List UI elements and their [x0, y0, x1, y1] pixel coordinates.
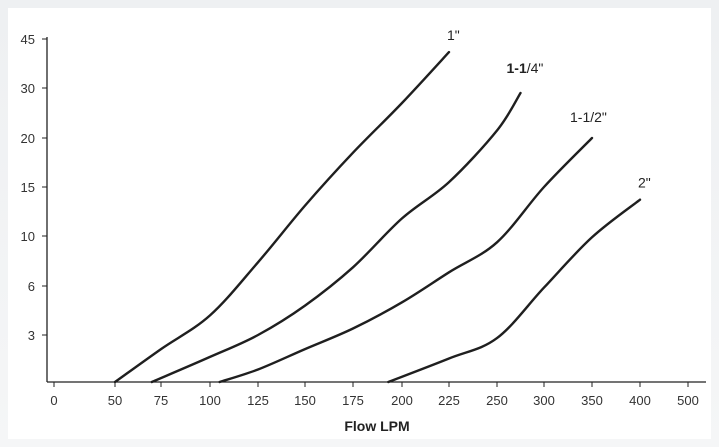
x-tick-label: 350: [581, 393, 603, 408]
series-line: [150, 91, 522, 384]
x-tick-label: 225: [438, 393, 460, 408]
series-lines: [113, 50, 642, 384]
chart-panel: 0 50 75 100 125 150 175 200 225 250 300 350 400 500 3…: [8, 8, 711, 439]
series-label: 1-1/4": [507, 60, 544, 76]
y-ticks: 3 6 10 15 20 30 45: [21, 32, 47, 343]
y-tick-label: 30: [21, 81, 35, 96]
x-tick-label: 150: [294, 393, 316, 408]
series-label: 2": [638, 175, 651, 191]
x-ticks: 0 50 75 100 125 150 175 200 225 250 300 350 400 500: [50, 382, 699, 408]
series-label-bold-part: 1-1: [507, 60, 527, 76]
series-label: 1": [447, 27, 460, 43]
x-tick-label: 500: [677, 393, 699, 408]
series-label-text: 1": [447, 27, 460, 43]
series-line: [218, 136, 594, 384]
series-line: [113, 50, 451, 384]
x-tick-label: 0: [50, 393, 57, 408]
series-label-text: /4": [527, 60, 544, 76]
series-label: 1-1/2": [570, 109, 607, 125]
x-axis-title: Flow LPM: [344, 418, 409, 434]
x-tick-label: 300: [533, 393, 555, 408]
x-tick-label: 100: [199, 393, 221, 408]
y-tick-label: 10: [21, 229, 35, 244]
series-labels: 1" 1-1/4" 1-1/2" 2": [447, 27, 651, 191]
x-tick-label: 200: [391, 393, 413, 408]
x-tick-label: 175: [342, 393, 364, 408]
x-tick-label: 400: [629, 393, 651, 408]
y-tick-label: 6: [28, 279, 35, 294]
y-tick-label: 3: [28, 328, 35, 343]
x-tick-label: 250: [486, 393, 508, 408]
y-tick-label: 20: [21, 131, 35, 146]
x-tick-label: 125: [247, 393, 269, 408]
y-tick-label: 15: [21, 180, 35, 195]
series-line: [387, 198, 642, 384]
series-label-text: 2": [638, 175, 651, 191]
series-label-text: 1-1/2": [570, 109, 607, 125]
x-tick-label: 50: [108, 393, 122, 408]
y-tick-label: 45: [21, 32, 35, 47]
flow-chart: 0 50 75 100 125 150 175 200 225 250 300 350 400 500 3…: [21, 27, 706, 434]
x-tick-label: 75: [154, 393, 168, 408]
